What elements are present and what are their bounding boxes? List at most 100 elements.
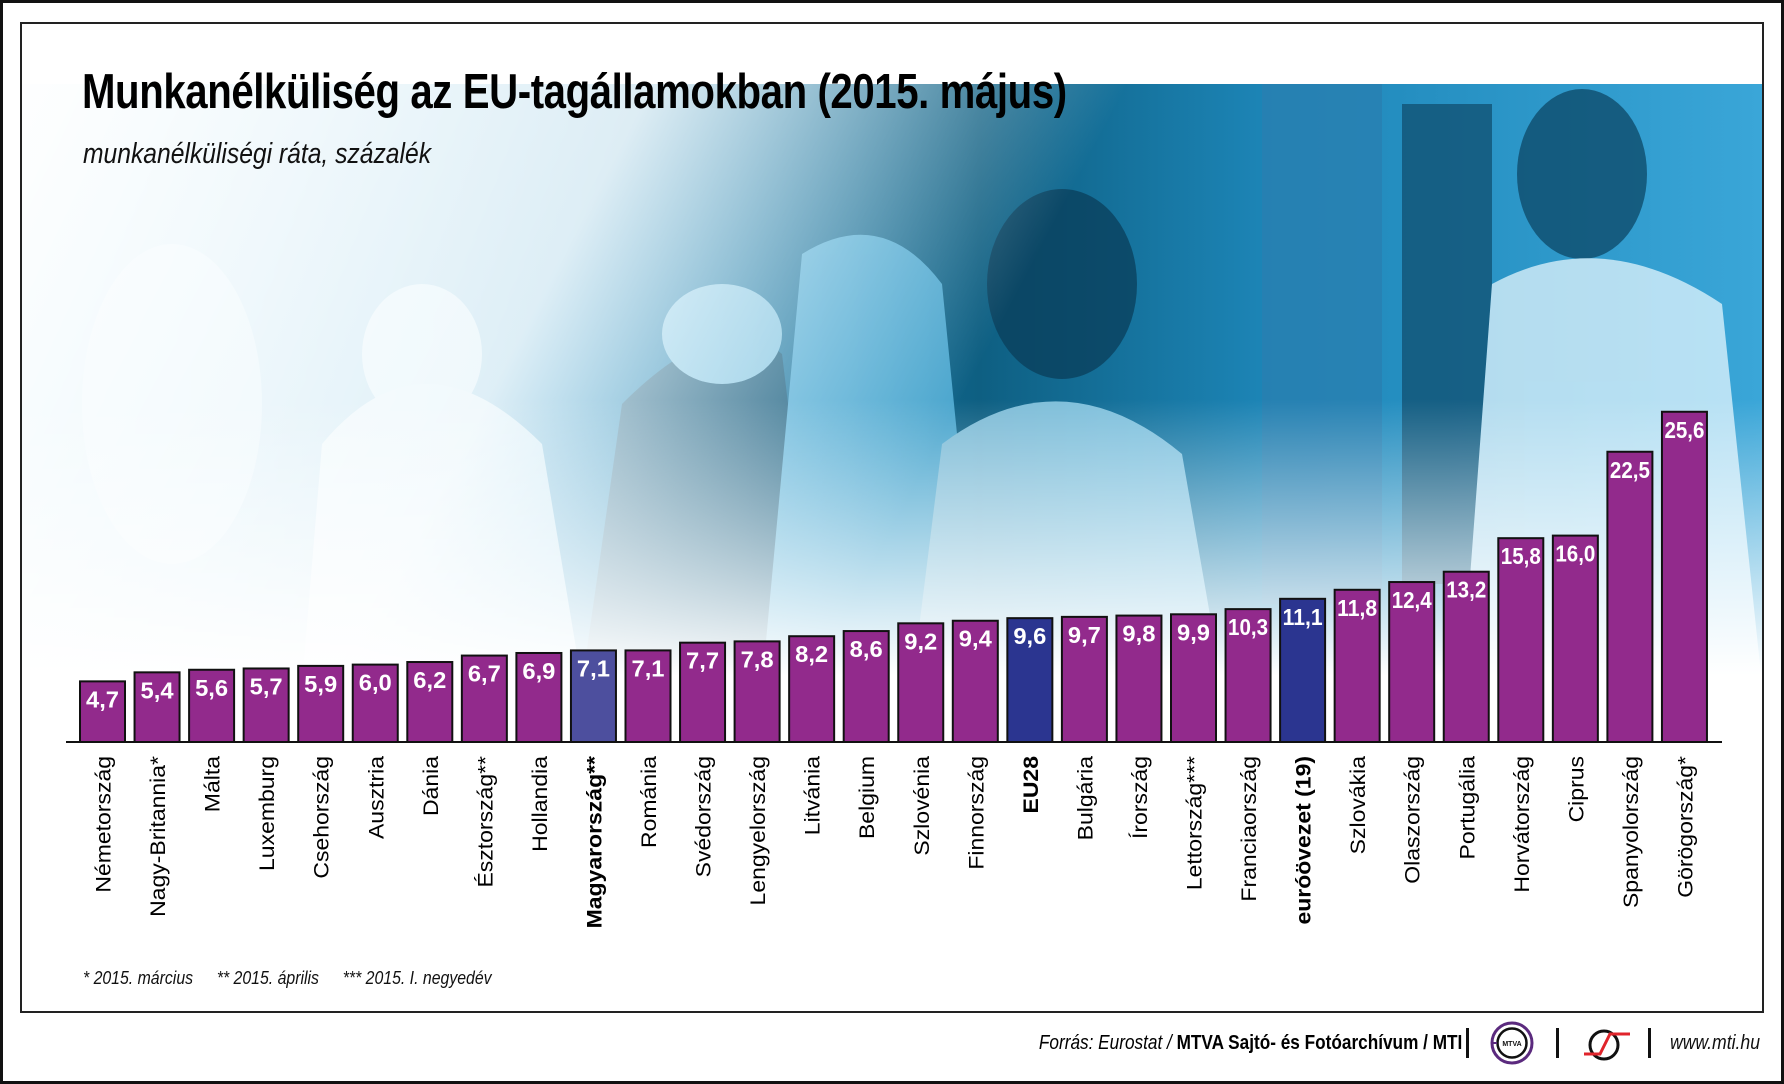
- value-label: 6,7: [468, 661, 501, 687]
- category-label: Hollandia: [528, 755, 552, 852]
- category-label: Németország: [91, 756, 115, 893]
- value-label: 4,7: [86, 686, 119, 712]
- category-label: Franciaország: [1237, 756, 1261, 902]
- category-label: Málta: [200, 755, 224, 812]
- bar-16: [951, 619, 999, 743]
- bar-26: [1497, 537, 1545, 743]
- separator: [1648, 1028, 1651, 1058]
- bar-5: [351, 663, 399, 743]
- category-label: Írország: [1128, 756, 1152, 839]
- value-label: 7,1: [577, 655, 610, 681]
- value-label: 9,2: [904, 628, 937, 654]
- bar-10: [624, 649, 672, 743]
- value-label: 15,8: [1501, 543, 1541, 569]
- bar-0: [79, 680, 126, 743]
- chart-title: Munkanélküliség az EU-tagállamokban (201…: [82, 65, 1067, 119]
- separator: [1466, 1028, 1469, 1058]
- value-labels-group: 4,7 5,4 5,6 5,7 5,9 6,0 6,2 6,7 6,9 7,1 7,1 7,7 7,8 8…: [86, 417, 1704, 713]
- value-label: 6,2: [413, 667, 446, 693]
- bar-25: [1442, 570, 1490, 743]
- bar-9: [569, 649, 617, 743]
- category-label: Finnország: [964, 756, 988, 870]
- category-label: Lettország***: [1182, 756, 1206, 891]
- value-label: 6,9: [522, 658, 555, 684]
- footnote-1: * 2015. március: [83, 968, 194, 988]
- category-label: Luxemburg: [255, 756, 279, 871]
- category-label: Olaszország: [1401, 756, 1425, 884]
- category-label: Ciprus: [1564, 756, 1588, 822]
- category-label: EU28: [1019, 756, 1043, 813]
- bar-8: [515, 651, 563, 743]
- category-label: Ausztria: [364, 755, 388, 839]
- value-label: 9,9: [1177, 619, 1210, 645]
- chart-frame: Munkanélküliség az EU-tagállamokban (201…: [20, 22, 1764, 1013]
- value-label: 16,0: [1555, 541, 1595, 567]
- background-photo: [22, 24, 1762, 1011]
- category-label: Portugália: [1455, 755, 1479, 859]
- category-label: Magyarország**: [582, 756, 606, 929]
- value-label: 5,4: [141, 677, 174, 703]
- category-label: Nagy-Britannia*: [146, 756, 170, 917]
- value-label: 25,6: [1664, 417, 1704, 443]
- bar-7: [460, 654, 508, 744]
- source-credit: Forrás: Eurostat / MTVA Sajtó- és Fotóar…: [1039, 1032, 1462, 1055]
- bar-19: [1115, 614, 1163, 744]
- bar-29: [1660, 410, 1708, 743]
- source-prefix: Forrás: Eurostat /: [1038, 1032, 1172, 1054]
- value-label: 10,3: [1228, 614, 1268, 640]
- value-label: 9,8: [1122, 621, 1155, 647]
- value-label: 8,6: [850, 636, 883, 662]
- category-label: Görögország*: [1673, 756, 1697, 898]
- bar-13: [788, 635, 836, 743]
- bar-23: [1333, 588, 1381, 744]
- bar-17: [1006, 617, 1054, 743]
- bar-11: [679, 641, 727, 743]
- footnote-3: *** 2015. I. negyedév: [342, 968, 492, 988]
- value-label: 9,6: [1013, 623, 1046, 649]
- bars-group: [79, 410, 1708, 744]
- category-labels-group: Németország Nagy-Britannia* Málta Luxemburg…: [91, 755, 1697, 928]
- bar-18: [1060, 615, 1108, 743]
- mtva-logo-icon: MTVA: [1490, 1021, 1534, 1065]
- category-label: Szlovénia: [910, 755, 934, 855]
- footnote-2: ** 2015. április: [216, 968, 319, 988]
- category-label: Spanyolország: [1619, 756, 1643, 908]
- category-label: euróövezet (19): [1291, 756, 1315, 925]
- value-label: 9,4: [959, 626, 992, 652]
- value-label: 22,5: [1610, 457, 1650, 483]
- bar-20: [1170, 613, 1217, 743]
- category-label: Észtország**: [473, 756, 497, 888]
- bar-21: [1224, 608, 1272, 743]
- value-label: 11,1: [1283, 604, 1323, 630]
- bar-3: [242, 667, 290, 743]
- mtva-logo-text: MTVA: [1502, 1041, 1521, 1048]
- bar-28: [1606, 450, 1654, 743]
- category-label: Bulgária: [1073, 755, 1097, 840]
- mti-logo-icon: [1584, 1029, 1630, 1061]
- bar-12: [733, 640, 781, 744]
- source-agency: MTVA Sajtó- és Fotóarchívum / MTI: [1176, 1032, 1462, 1054]
- value-label: 5,9: [304, 671, 337, 697]
- website-url[interactable]: www.mti.hu: [1670, 1032, 1760, 1054]
- category-label: Svédország: [691, 756, 715, 877]
- separator: [1556, 1028, 1559, 1058]
- value-label: 8,2: [795, 641, 828, 667]
- bar-27: [1551, 534, 1599, 743]
- value-label: 5,7: [250, 673, 283, 699]
- value-label: 11,8: [1337, 595, 1377, 621]
- category-label: Dánia: [419, 755, 443, 816]
- category-label: Csehország: [310, 756, 334, 879]
- value-label: 13,2: [1446, 577, 1486, 603]
- category-label: Szlovákia: [1346, 755, 1370, 854]
- category-label: Belgium: [855, 756, 879, 839]
- value-label: 5,6: [195, 675, 228, 701]
- value-label: 7,7: [686, 648, 719, 674]
- category-label: Litvánia: [801, 755, 825, 835]
- value-label: 7,1: [632, 655, 665, 681]
- value-label: 7,8: [741, 646, 774, 672]
- value-label: 6,0: [359, 670, 392, 696]
- bar-6: [406, 661, 454, 744]
- bar-1: [133, 671, 181, 744]
- chart-subtitle: munkanélküliségi ráta, százalék: [83, 138, 432, 170]
